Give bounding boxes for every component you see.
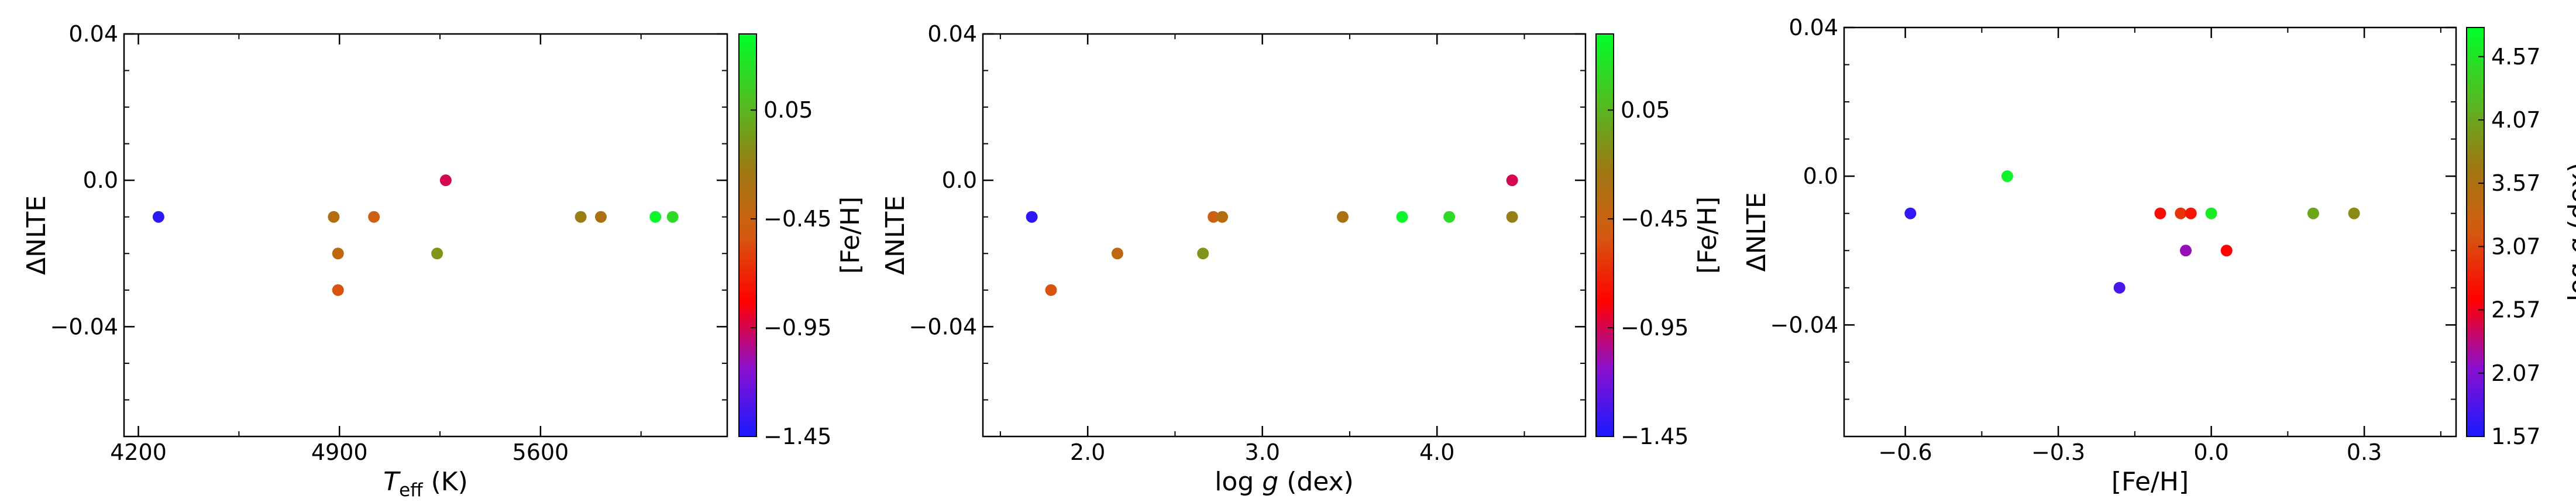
colorbar-tick-label: 1.57	[2491, 424, 2541, 449]
label-prefix: log	[2563, 254, 2576, 301]
data-point	[1111, 247, 1123, 260]
data-point	[2348, 207, 2360, 219]
colorbar-tick-label: 3.57	[2491, 170, 2541, 196]
data-point	[152, 211, 164, 223]
y-axis-label: ΔNLTE	[1742, 192, 1772, 271]
colorbar	[2466, 27, 2485, 437]
colorbar	[1595, 33, 1614, 437]
chart-panel-2: 2.0 3.0 4.0 −0.04 0.0 0.04 log g (dex) ΔNLTE −1.…	[881, 21, 1722, 497]
colorbar-tick-label: 2.57	[2491, 297, 2541, 323]
x-tick-label: 4.0	[1419, 439, 1454, 465]
data-point	[1506, 174, 1518, 187]
y-axis-label: ΔNLTE	[881, 195, 910, 275]
data-point	[2001, 170, 2013, 183]
label-unit: (K)	[423, 467, 468, 497]
x-axis-label: [Fe/H]	[2111, 467, 2189, 497]
colorbar-tick-label: 4.07	[2491, 107, 2541, 133]
colorbar-tick-label: 0.05	[1621, 97, 1670, 123]
colorbar-tick-label: 0.05	[763, 97, 813, 123]
colorbar-tick-label: 4.57	[2491, 44, 2541, 70]
label-symbol: g	[1262, 467, 1278, 497]
data-point	[1337, 211, 1349, 223]
y-tick-label: 0.04	[927, 21, 977, 47]
data-point	[1216, 211, 1229, 223]
colorbar-tick-label: −1.45	[1621, 424, 1688, 449]
y-tick-label: −0.04	[909, 314, 977, 339]
plot-frame	[982, 33, 1587, 438]
data-point	[2220, 245, 2233, 257]
label-symbol: T	[383, 467, 401, 497]
data-point	[1443, 211, 1456, 223]
data-point	[1396, 211, 1408, 223]
y-tick-label: −0.04	[50, 314, 118, 339]
data-point	[594, 211, 607, 223]
colorbar-tick-label: −0.95	[763, 315, 831, 341]
x-tick-label: 3.0	[1244, 439, 1280, 465]
data-point	[439, 174, 452, 187]
colorbar-tick-label: −0.45	[1621, 206, 1688, 232]
label-symbol: g	[2563, 238, 2576, 254]
label-suffix: (dex)	[1278, 467, 1354, 497]
chart-panel-3: −0.6 −0.3 0.0 0.3 −0.04 0.0 0.04 [Fe/H] ΔNLTE 1.5…	[1742, 15, 2576, 497]
data-point	[328, 211, 340, 223]
data-point	[1506, 211, 1518, 223]
y-tick-label: 0.04	[68, 21, 118, 47]
x-tick-label: 2.0	[1070, 439, 1105, 465]
label-suffix: (dex)	[2563, 163, 2576, 238]
y-tick-label: 0.0	[1803, 163, 1838, 189]
data-point	[575, 211, 587, 223]
colorbar-tick-label: −1.45	[763, 424, 831, 449]
data-point	[2205, 207, 2217, 219]
x-tick-label: −0.3	[2031, 439, 2085, 465]
data-point	[368, 211, 380, 223]
data-point	[1045, 284, 1057, 296]
colorbar-label: [Fe/H]	[1693, 197, 1722, 274]
plot-frame	[123, 33, 728, 438]
data-point	[1026, 211, 1038, 223]
x-tick-label: 5600	[513, 439, 569, 465]
y-tick-label: 0.0	[83, 167, 118, 193]
label-prefix: log	[1215, 467, 1262, 497]
x-tick-label: −0.6	[1878, 439, 1932, 465]
data-point	[332, 284, 344, 296]
x-axis-label: Teff (K)	[383, 467, 468, 501]
x-tick-label: 4900	[311, 439, 368, 465]
label-subscript: eff	[399, 480, 423, 501]
colorbar-label: [Fe/H]	[835, 197, 865, 274]
x-tick-label: 0.3	[2347, 439, 2382, 465]
y-tick-label: 0.0	[942, 167, 977, 193]
data-point	[2113, 281, 2126, 294]
data-point	[2154, 207, 2166, 219]
y-axis-label: ΔNLTE	[22, 195, 51, 275]
colorbar-label: log g (dex)	[2563, 163, 2576, 302]
data-point	[649, 211, 662, 223]
data-point	[666, 211, 679, 223]
colorbar-tick-label: 3.07	[2491, 233, 2541, 259]
data-point	[2307, 207, 2319, 219]
plot-frame	[1843, 26, 2457, 438]
data-point	[2185, 207, 2197, 219]
colorbar-tick-label: −0.95	[1621, 315, 1688, 341]
y-tick-label: 0.04	[1789, 15, 1838, 40]
x-tick-label: 4200	[110, 439, 167, 465]
data-point	[1197, 247, 1209, 260]
colorbar-tick-label: 2.07	[2491, 360, 2541, 386]
y-tick-label: −0.04	[1770, 312, 1838, 338]
x-tick-label: 0.0	[2193, 439, 2228, 465]
data-point	[1904, 207, 1917, 219]
data-point	[1208, 211, 1220, 223]
colorbar-tick-label: −0.45	[763, 206, 831, 232]
x-axis-label: log g (dex)	[1215, 467, 1354, 497]
data-point	[2180, 245, 2192, 257]
data-point	[431, 247, 443, 260]
data-point	[332, 247, 344, 260]
colorbar	[738, 33, 757, 437]
data-point	[2175, 207, 2187, 219]
chart-panel-1: 4200 4900 5600 −0.04 0.0 0.04 Teff (K) ΔNLTE −1.…	[22, 21, 865, 501]
